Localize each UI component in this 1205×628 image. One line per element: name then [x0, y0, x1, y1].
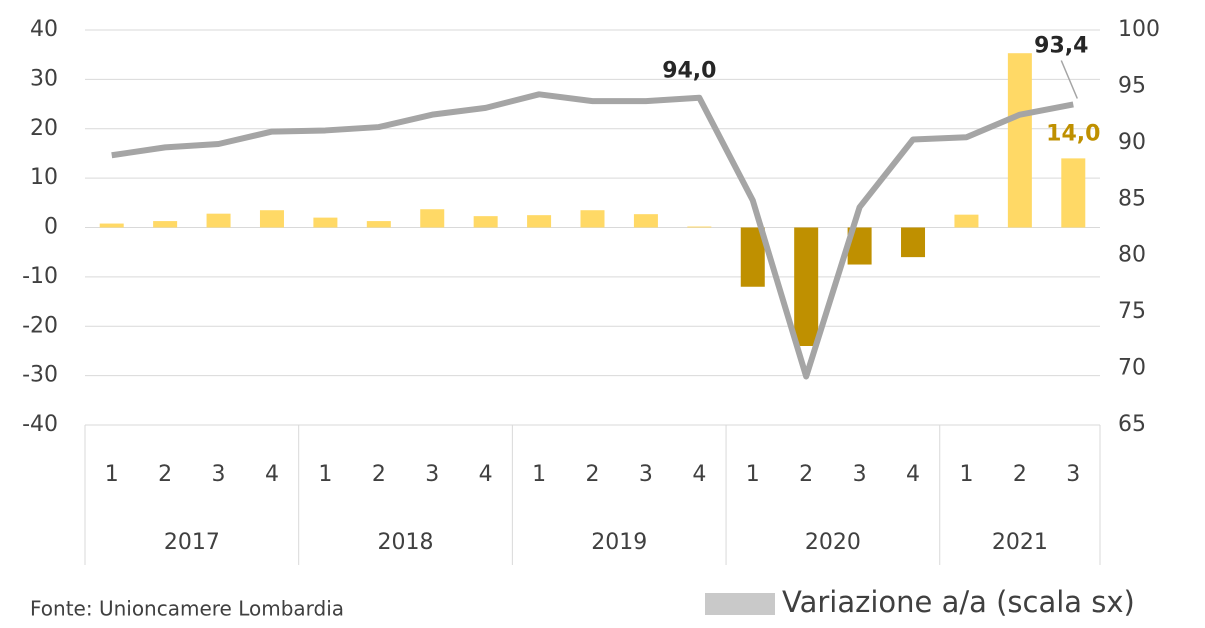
x-tick-label: 2	[1013, 462, 1027, 487]
group-label: 2017	[164, 530, 220, 555]
legend-swatch	[705, 593, 775, 615]
x-tick-label: 4	[692, 462, 706, 487]
bar	[1007, 53, 1032, 228]
x-tick-label: 1	[318, 462, 332, 487]
data-label: 14,0	[1046, 121, 1100, 146]
bar	[473, 216, 498, 228]
data-label: 93,4	[1034, 33, 1088, 58]
x-tick-label: 1	[532, 462, 546, 487]
bar	[259, 210, 284, 228]
line	[111, 91, 1074, 380]
y2-tick-label: 85	[1118, 186, 1146, 211]
leader-line	[1060, 60, 1078, 99]
y2-tick-label: 70	[1118, 356, 1146, 381]
y-tick-label: 30	[30, 66, 58, 91]
bar	[580, 210, 605, 228]
bar	[153, 221, 178, 228]
group-label: 2018	[378, 530, 434, 555]
bar	[794, 227, 819, 346]
x-tick-label: 4	[265, 462, 279, 487]
x-tick-label: 2	[799, 462, 813, 487]
y-tick-label: -40	[22, 412, 58, 437]
x-tick-label: 2	[586, 462, 600, 487]
group-label: 2020	[805, 530, 861, 555]
bar	[901, 227, 926, 258]
y-tick-label: 0	[44, 215, 58, 240]
x-tick-label: 3	[212, 462, 226, 487]
bar	[206, 213, 231, 228]
x-tick-label: 2	[158, 462, 172, 487]
bar	[313, 217, 338, 228]
y-tick-label: -20	[22, 313, 58, 338]
y2-tick-label: 100	[1118, 17, 1160, 42]
y2-tick-label: 75	[1118, 299, 1146, 324]
bar	[687, 226, 712, 228]
x-tick-label: 2	[372, 462, 386, 487]
x-tick-label: 3	[425, 462, 439, 487]
y2-tick-label: 80	[1118, 243, 1146, 268]
source: Fonte: Unioncamere Lombardia	[30, 597, 344, 621]
x-tick-label: 3	[639, 462, 653, 487]
bar	[527, 215, 552, 228]
y-tick-label: 10	[30, 165, 58, 190]
x-tick-label: 4	[479, 462, 493, 487]
data-label: 94,0	[662, 59, 716, 84]
x-tick-label: 1	[959, 462, 973, 487]
bar	[420, 209, 445, 228]
y2-tick-label: 90	[1118, 130, 1146, 155]
bar	[740, 227, 765, 287]
group-label: 2019	[591, 530, 647, 555]
bar	[1061, 158, 1086, 228]
x-tick-label: 1	[746, 462, 760, 487]
y2-tick-label: 95	[1118, 73, 1146, 98]
y-tick-label: 40	[30, 17, 58, 42]
x-tick-label: 3	[853, 462, 867, 487]
x-tick-label: 4	[906, 462, 920, 487]
y-tick-label: 20	[30, 116, 58, 141]
bar	[954, 214, 979, 228]
x-tick-label: 1	[105, 462, 119, 487]
bar	[99, 223, 124, 228]
y-tick-label: -10	[22, 264, 58, 289]
bar	[633, 214, 658, 228]
bar	[366, 221, 391, 228]
group-label: 2021	[992, 530, 1048, 555]
legend-label: Variazione a/a (scala sx)	[782, 585, 1135, 619]
x-tick-label: 3	[1066, 462, 1080, 487]
y-tick-label: -30	[22, 363, 58, 388]
y2-tick-label: 65	[1118, 412, 1146, 437]
